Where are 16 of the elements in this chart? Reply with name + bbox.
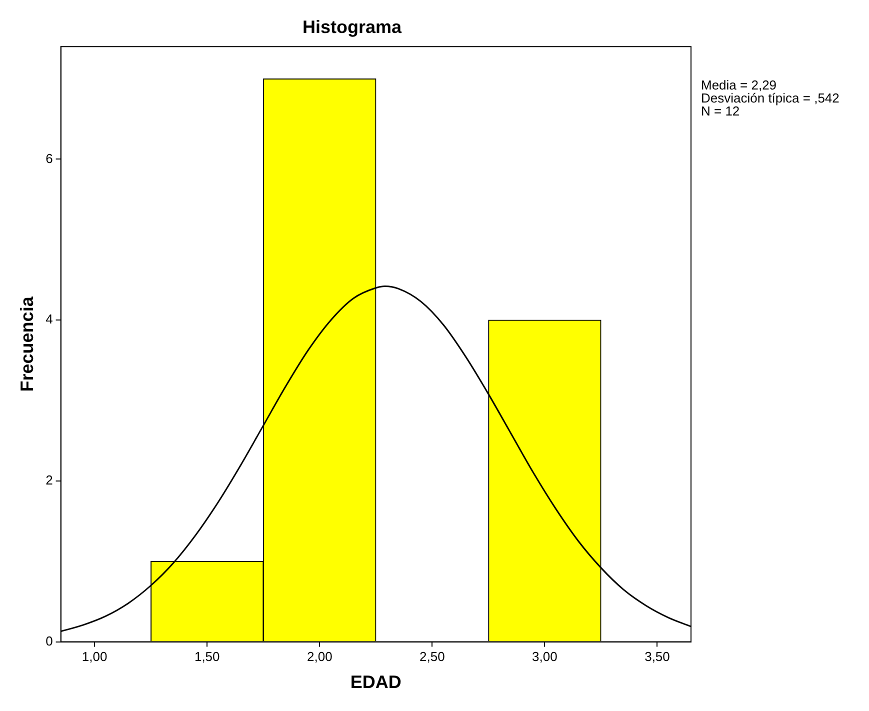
- y-tick-label: 4: [46, 312, 53, 327]
- y-axis-title: Frecuencia: [16, 296, 37, 392]
- text: Desviación típica = ,542: [701, 90, 840, 106]
- x-tick-label: 2,50: [420, 649, 445, 664]
- y-tick-label: 0: [46, 633, 53, 648]
- x-tick-label: 3,00: [532, 649, 558, 664]
- chart-title: Histograma: [302, 16, 402, 37]
- y-tick-label: 2: [46, 472, 53, 488]
- text: N = 12: [701, 104, 740, 119]
- x-tick-label: 1,00: [82, 649, 108, 664]
- y-tick-label: 6: [46, 150, 53, 166]
- x-tick-label: 2,00: [306, 649, 332, 664]
- x-tick-label: 3,50: [644, 649, 670, 664]
- x-tick-label: 1,50: [194, 649, 220, 664]
- text: Media = 2,29: [701, 78, 777, 93]
- x-axis-title: EDAD: [350, 672, 402, 692]
